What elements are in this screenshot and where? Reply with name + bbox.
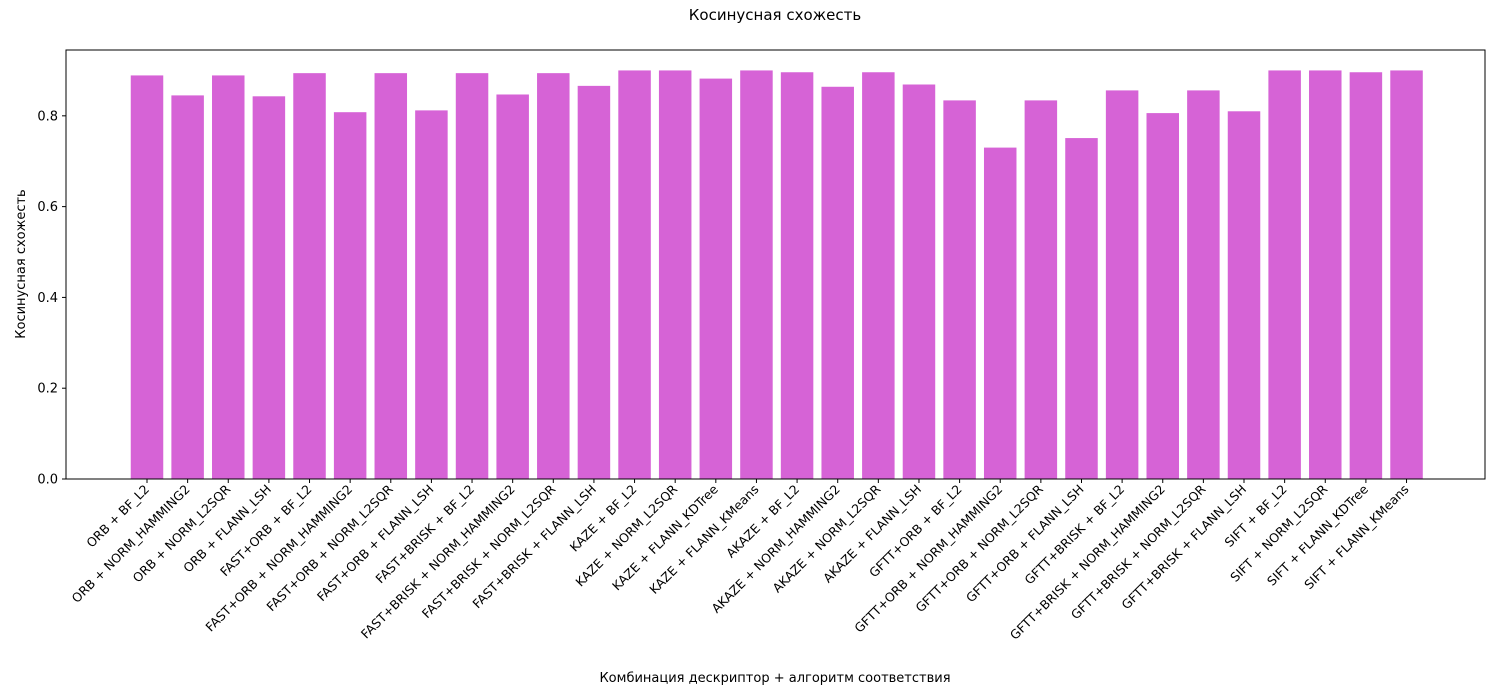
bar xyxy=(862,72,895,479)
bar xyxy=(1268,70,1301,479)
bar xyxy=(171,95,204,480)
bar xyxy=(1309,70,1342,479)
bar xyxy=(415,110,448,479)
bar xyxy=(130,75,164,479)
y-tick-label: 0.8 xyxy=(37,109,58,124)
bar xyxy=(293,73,326,480)
bar xyxy=(780,72,814,479)
bar xyxy=(496,94,529,479)
bar xyxy=(455,73,489,480)
bar xyxy=(252,96,286,480)
x-tick-label: AKAZE + BF_L2 xyxy=(723,482,802,561)
bar xyxy=(618,70,651,479)
y-axis-label: Косинусная схожесть xyxy=(14,189,29,338)
bar xyxy=(1146,113,1179,479)
bar xyxy=(1024,100,1058,479)
bar xyxy=(699,78,733,479)
bar xyxy=(902,84,936,479)
bar xyxy=(1065,138,1098,480)
y-tick-label: 0.0 xyxy=(37,473,58,488)
bar xyxy=(943,100,976,479)
x-axis-label: Комбинация дескриптор + алгоритм соответ… xyxy=(599,671,950,686)
bar xyxy=(658,70,692,479)
bar xyxy=(983,147,1017,479)
bar xyxy=(374,73,408,480)
y-tick-label: 0.6 xyxy=(37,200,58,215)
bar xyxy=(1227,111,1261,480)
bar xyxy=(537,73,570,480)
bar xyxy=(333,112,367,479)
bar xyxy=(1349,72,1383,479)
bar xyxy=(1105,90,1139,480)
bar xyxy=(740,70,773,479)
plot-frame xyxy=(65,49,1486,480)
y-tick-label: 0.2 xyxy=(37,382,58,397)
bar xyxy=(1187,90,1220,480)
x-tick-label: GFTT+ORB + NORM_HAMMING2 xyxy=(851,482,1005,636)
bar xyxy=(577,85,611,479)
bar-series xyxy=(130,70,1423,480)
x-tick-label: FAST+ORB + NORM_HAMMING2 xyxy=(202,482,355,635)
bar xyxy=(212,75,245,479)
bar xyxy=(1390,70,1423,479)
chart-title: Косинусная схожесть xyxy=(689,6,861,24)
y-tick-label: 0.4 xyxy=(37,291,58,306)
bar xyxy=(821,86,854,480)
y-axis: 0.0 0.2 0.4 0.6 0.8 xyxy=(37,109,66,488)
